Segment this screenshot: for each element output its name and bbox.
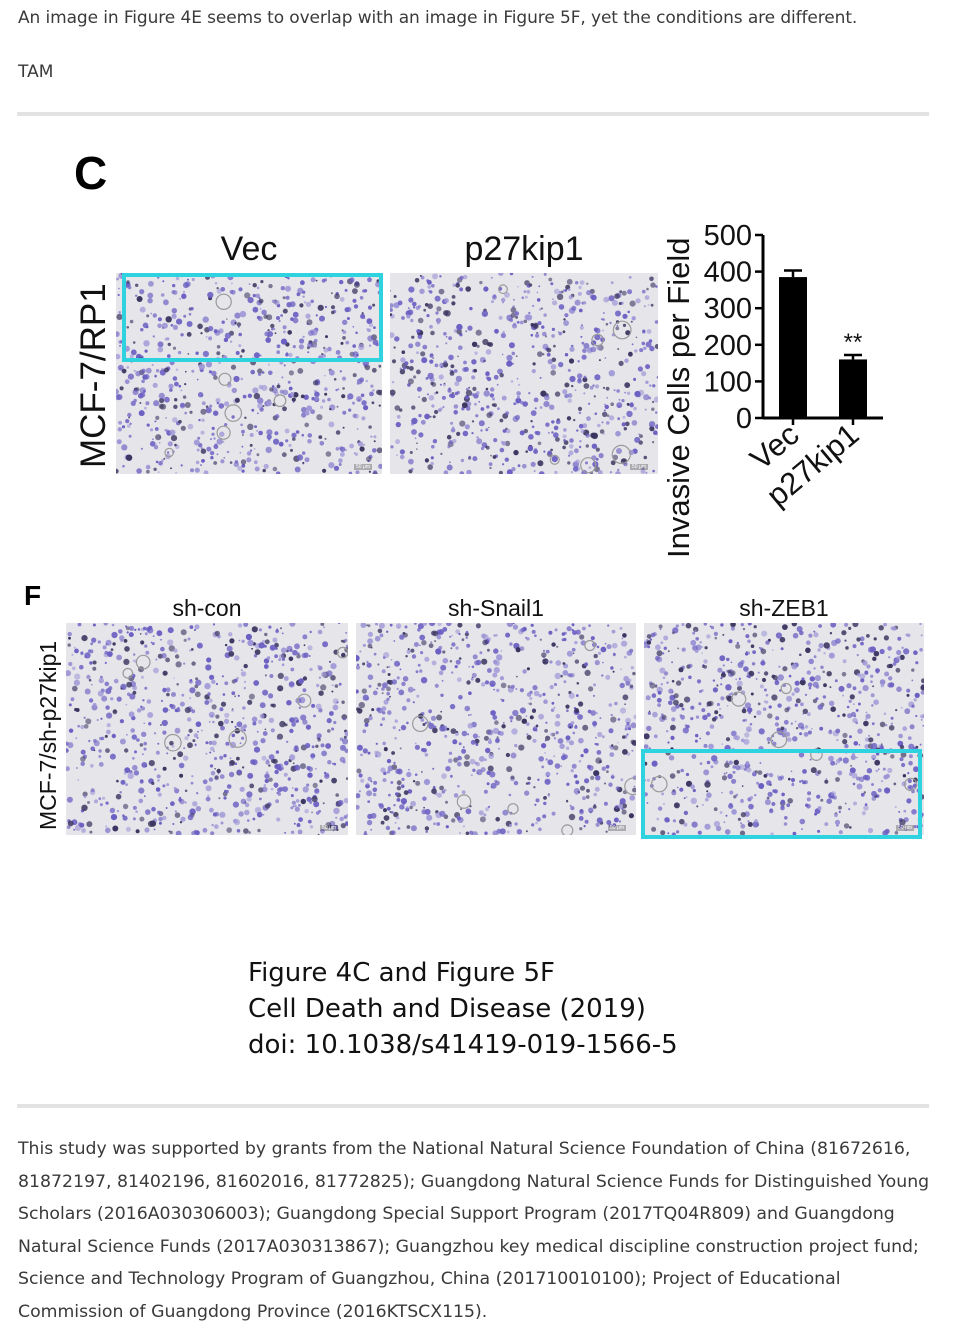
chart-y-tick-label: 400: [704, 257, 752, 289]
chart-y-tick-label: 0: [736, 403, 752, 435]
panel-f-row-label: MCF-7/sh-p27kip1: [35, 640, 61, 830]
author-name: TAM: [18, 62, 54, 82]
chart-y-tick-label: 500: [704, 220, 752, 252]
caption-line-3: doi: 10.1038/s41419-019-1566-5: [248, 1030, 678, 1060]
chart-bar: [839, 359, 867, 418]
chart-y-tick-label: 200: [704, 330, 752, 362]
micrograph-f-sh-snail1: 50 μm: [356, 623, 636, 835]
bottom-divider: [17, 1104, 929, 1108]
panel-c-letter: C: [74, 147, 108, 199]
top-divider: [17, 112, 929, 116]
scale-bar-label: 50 μm: [354, 464, 372, 470]
panel-c-col-vec: Vec: [220, 230, 278, 268]
chart-y-tick-label: 100: [704, 366, 752, 398]
scale-bar-label: 50 μm: [896, 825, 914, 831]
micrograph-f-sh-zeb1: 50 μm: [644, 623, 924, 835]
panel-f-col-sh-snail1: sh-Snail1: [448, 595, 544, 621]
overlap-highlight-c: [122, 273, 383, 362]
chart-bar: [779, 277, 807, 418]
figure-caption: Figure 4C and Figure 5F Cell Death and D…: [248, 955, 678, 1063]
scale-bar-label: 50 μm: [320, 825, 338, 831]
micrograph-c-p27kip1: 50 μm: [390, 273, 658, 474]
panel-f-col-sh-con: sh-con: [172, 595, 242, 621]
panel-c-col-p27kip1: p27kip1: [464, 230, 584, 268]
caption-line-2: Cell Death and Disease (2019): [248, 994, 646, 1024]
scale-bar-label: 50 μm: [630, 464, 648, 470]
intro-text: An image in Figure 4E seems to overlap w…: [18, 8, 858, 28]
chart-y-tick-label: 300: [704, 293, 752, 325]
chart-significance-label: **: [844, 329, 863, 356]
panel-f-letter: F: [24, 580, 42, 611]
invasion-bar-chart: Invasive Cells per Field ** 0 100 200 300 40…: [661, 220, 883, 558]
panel-c-row-label: MCF-7/RP1: [74, 283, 113, 468]
chart-y-axis-label: Invasive Cells per Field: [661, 238, 696, 558]
funding-statement: This study was supported by grants from …: [18, 1139, 930, 1322]
micrograph-f-sh-con: 50 μm: [66, 623, 348, 835]
scale-bar-label: 50 μm: [608, 825, 626, 831]
overlap-highlight-f: [641, 749, 922, 839]
panel-f-col-sh-zeb1: sh-ZEB1: [739, 595, 829, 621]
caption-line-1: Figure 4C and Figure 5F: [248, 958, 555, 988]
micrograph-c-vec: 50 μm: [116, 273, 382, 474]
